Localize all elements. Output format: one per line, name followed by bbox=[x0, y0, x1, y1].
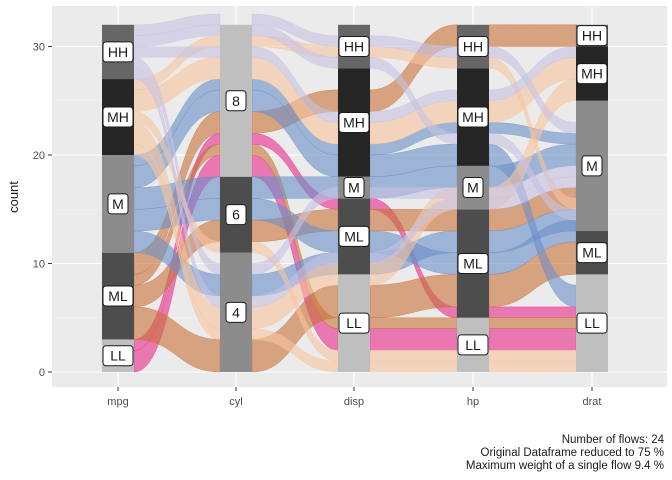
stratum-label-box bbox=[338, 36, 370, 57]
x-tick-label-cyl: cyl bbox=[229, 396, 242, 408]
stratum-label-disp-ml: ML bbox=[344, 228, 364, 244]
x-tick-label-drat: drat bbox=[583, 396, 602, 408]
stratum-label-hp-ll: LL bbox=[465, 337, 481, 353]
stratum-label-hp-mh: MH bbox=[462, 109, 484, 125]
y-tick-label: 30 bbox=[33, 42, 45, 54]
stratum-label-box bbox=[576, 63, 608, 85]
caption-line-3: Maximum weight of a single flow 9.4 % bbox=[466, 460, 664, 472]
flow-segment-mh bbox=[369, 360, 458, 373]
flow-segment-ml bbox=[488, 24, 577, 47]
stratum-label-box bbox=[457, 106, 489, 128]
stratum-label-box bbox=[225, 301, 247, 323]
stratum-label-box bbox=[457, 36, 489, 57]
stratum-label-hp-m: M bbox=[467, 180, 479, 196]
stratum-label-box bbox=[102, 41, 134, 63]
stratum-label-disp-mh: MH bbox=[343, 114, 365, 130]
x-tick-label-disp: disp bbox=[344, 396, 364, 408]
stratum-label-box bbox=[576, 242, 608, 264]
stratum-label-box bbox=[102, 345, 134, 367]
y-axis-title: count bbox=[6, 181, 21, 213]
flow-segment-ml bbox=[369, 317, 458, 329]
stratum-label-box bbox=[107, 193, 129, 215]
stratum-label-box bbox=[457, 334, 489, 356]
stratum-label-box bbox=[338, 312, 370, 334]
stratum-label-mpg-m: M bbox=[112, 196, 124, 212]
stratum-label-mpg-ll: LL bbox=[110, 348, 126, 364]
stratum-label-mpg-mh: MH bbox=[107, 109, 129, 125]
stratum-label-box bbox=[343, 177, 365, 199]
flow-segment-hh bbox=[369, 187, 458, 199]
x-axis: mpg cyl disp hp drat bbox=[107, 387, 601, 408]
y-tick-label: 0 bbox=[39, 367, 45, 379]
stratum-label-box bbox=[225, 90, 247, 112]
stratum-label-box bbox=[462, 177, 484, 199]
stratum-label-box bbox=[225, 204, 247, 226]
stratum-label-hp-hh: HH bbox=[463, 39, 483, 55]
stratum-label-drat-ll: LL bbox=[584, 315, 600, 331]
y-tick-label: 20 bbox=[33, 150, 45, 162]
stratum-label-box bbox=[576, 25, 608, 47]
flow-segment-ll bbox=[369, 328, 458, 351]
stratum-label-box bbox=[581, 155, 603, 177]
stratum-label-mpg-hh: HH bbox=[108, 44, 128, 60]
stratum-label-box bbox=[102, 285, 134, 307]
stratum-label-disp-hh: HH bbox=[344, 39, 364, 55]
flow-segment-mh bbox=[488, 360, 577, 373]
stratum-label-drat-mh: MH bbox=[581, 66, 603, 82]
flow-segment-ll bbox=[488, 306, 577, 318]
stratum-label-mpg-ml: ML bbox=[108, 288, 128, 304]
flows bbox=[133, 13, 577, 373]
stratum-label-box bbox=[338, 225, 370, 247]
stratum-label-box bbox=[102, 106, 134, 128]
caption-line-2: Original Dataframe reduced to 75 % bbox=[481, 447, 664, 459]
flow-segment-mh bbox=[369, 350, 458, 362]
stratum-label-drat-m: M bbox=[586, 158, 598, 174]
stratum-label-hp-ml: ML bbox=[463, 256, 483, 272]
flow-segment-mh bbox=[488, 350, 577, 362]
y-axis: 0 10 20 30 bbox=[33, 42, 52, 379]
stratum-label-cyl-6: 6 bbox=[232, 207, 240, 223]
stratum-label-drat-ml: ML bbox=[582, 245, 602, 261]
flow-segment-ml bbox=[488, 317, 577, 329]
flow-segment-ll bbox=[488, 328, 577, 351]
stratum-label-cyl-8: 8 bbox=[232, 93, 240, 109]
stratum-label-box bbox=[338, 111, 370, 133]
stratum-labels: LL ML M MH HH 4 6 8 LL ML M MH HH LL ML M MH HH LL ML M MH HH bbox=[102, 25, 608, 367]
x-tick-label-hp: hp bbox=[467, 396, 479, 408]
stratum-label-drat-hh: HH bbox=[582, 28, 602, 44]
x-tick-label-mpg: mpg bbox=[107, 396, 128, 408]
stratum-label-disp-m: M bbox=[348, 180, 360, 196]
stratum-label-disp-ll: LL bbox=[346, 315, 362, 331]
stratum-label-cyl-4: 4 bbox=[232, 304, 240, 320]
y-tick-label: 10 bbox=[33, 259, 45, 271]
flow-segment-hh bbox=[133, 46, 221, 58]
stratum-label-box bbox=[457, 253, 489, 274]
stratum-label-box bbox=[576, 312, 608, 334]
caption-line-1: Number of flows: 24 bbox=[562, 434, 665, 446]
